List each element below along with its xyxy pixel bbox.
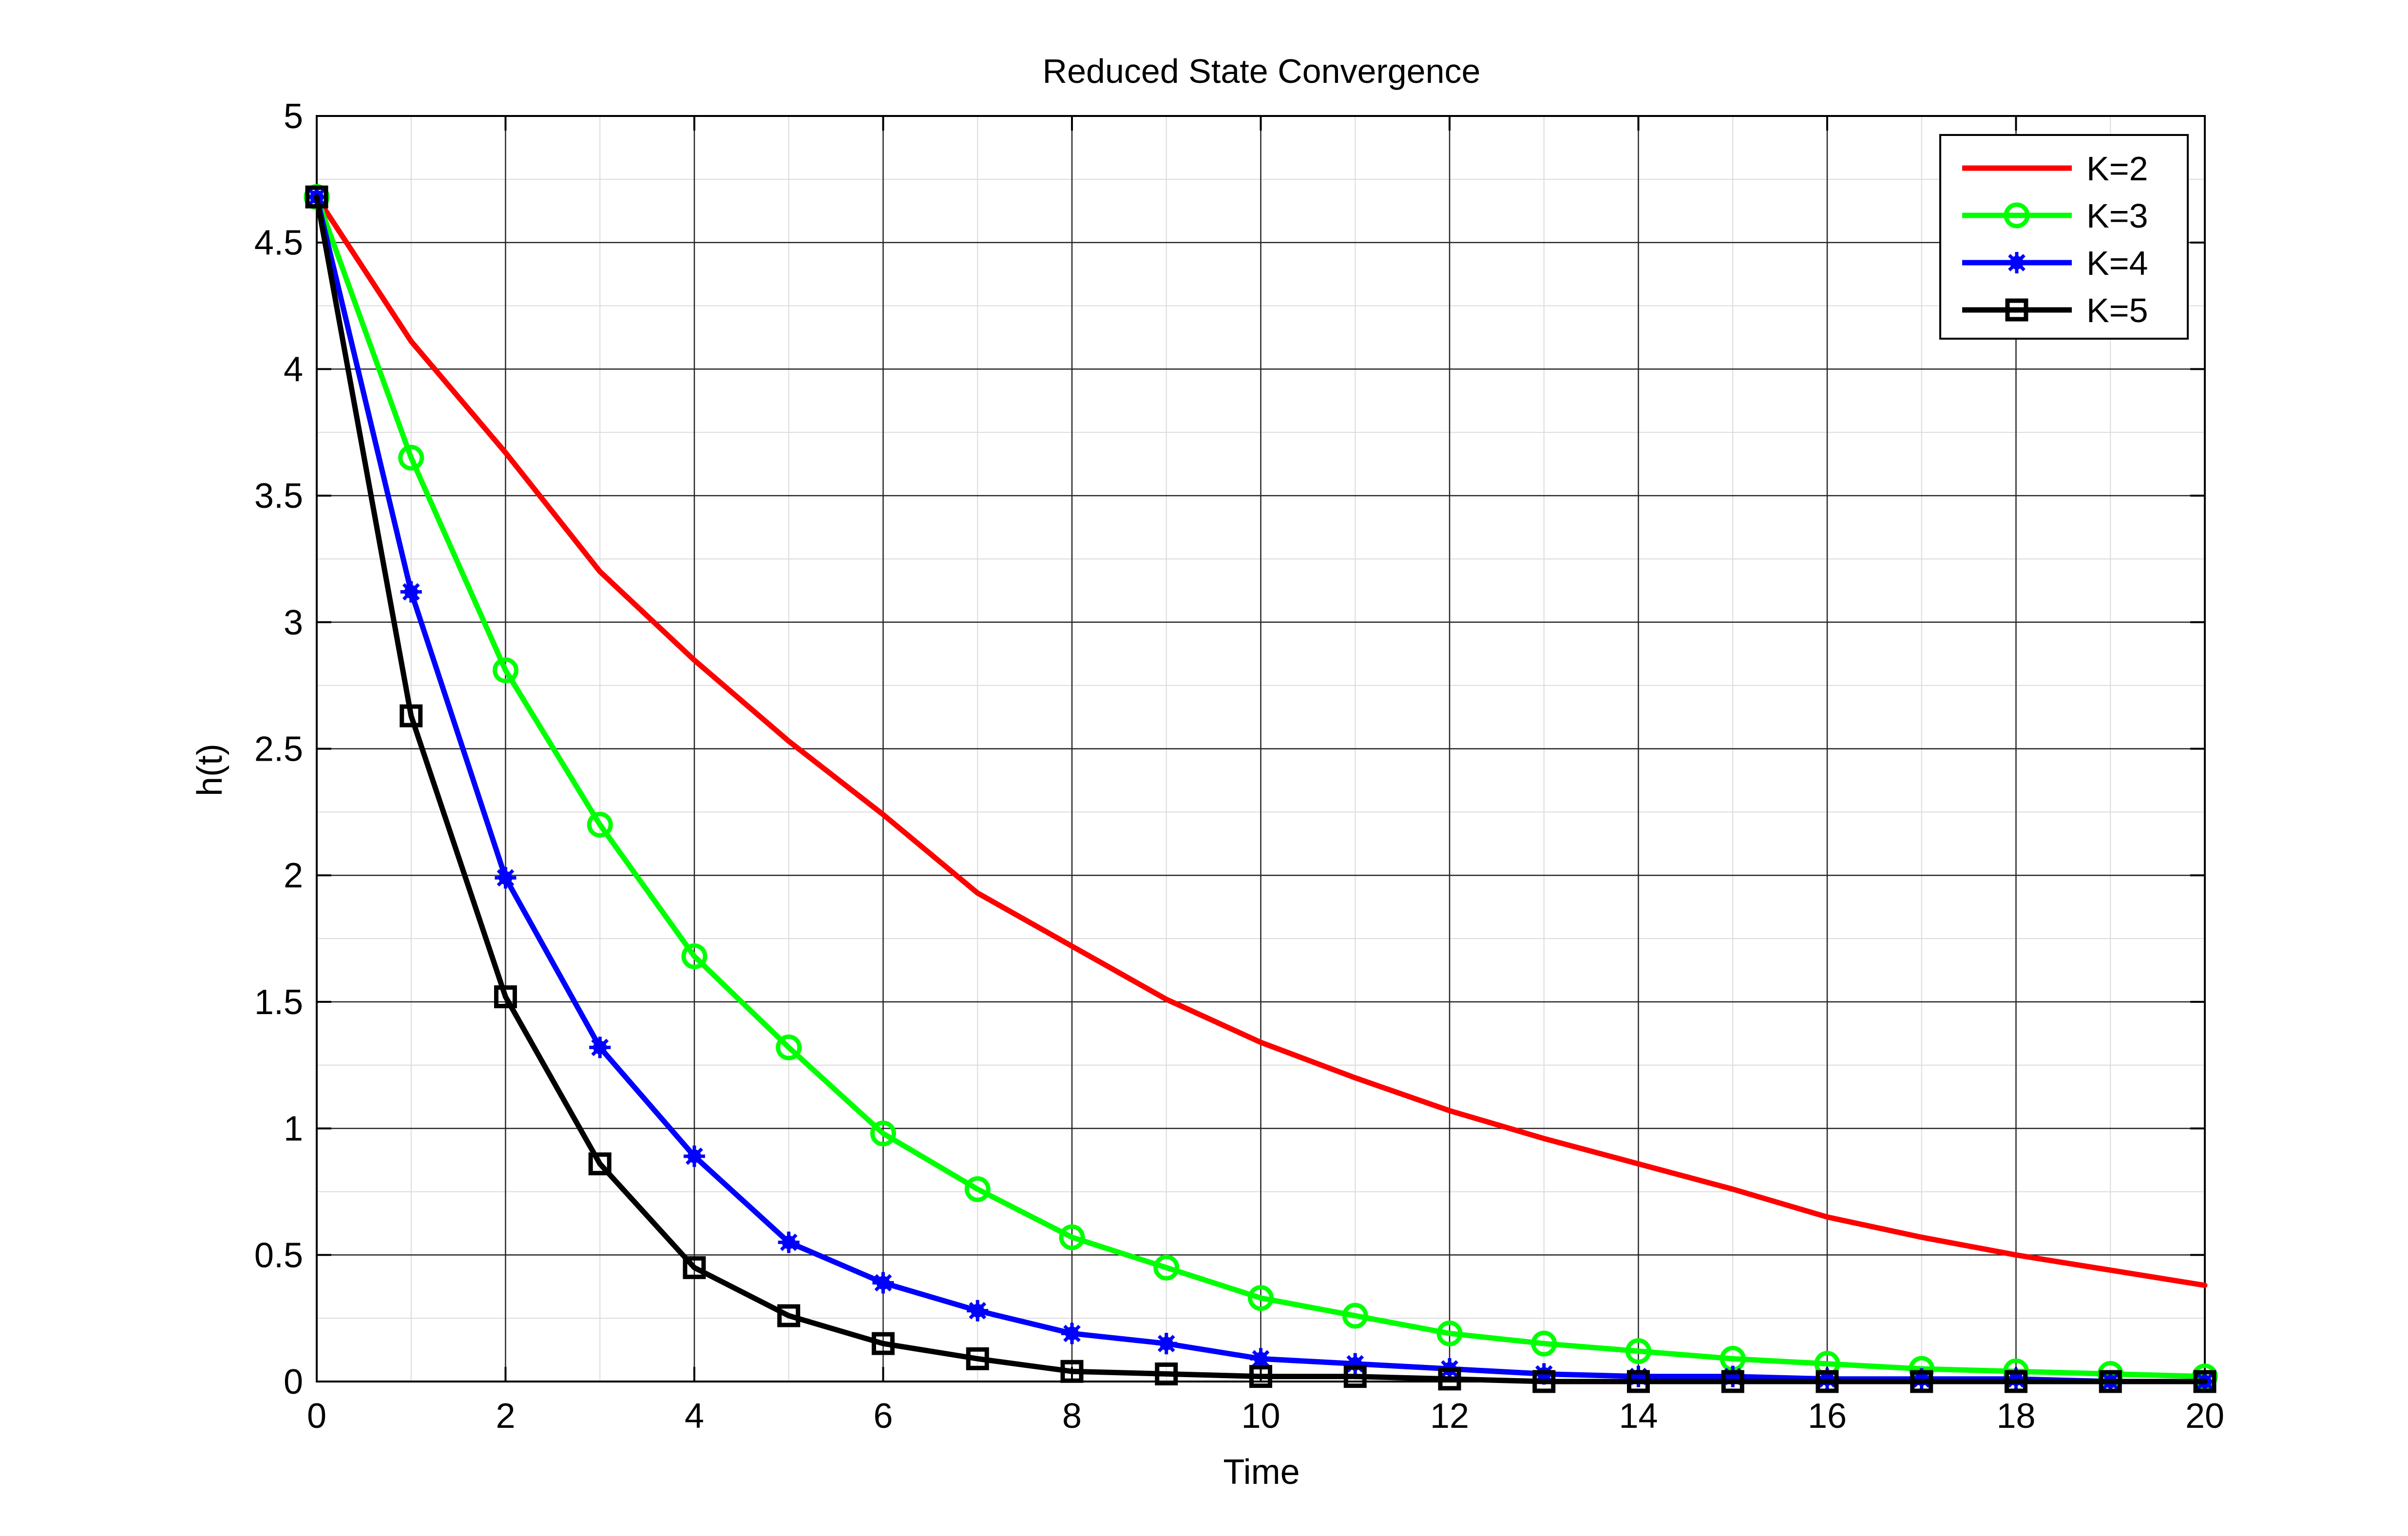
y-tick-labels: 0 0.5 1 1.5 2 2.5 3 3.5 4 4.5 5 [254, 97, 303, 1402]
data-point-k5 [400, 704, 423, 728]
chart-title: Reduced State Convergence [1043, 52, 1481, 90]
x-tick-labels: 0 2 4 6 8 10 12 14 16 18 20 [307, 1397, 2224, 1436]
legend-marker-k3 [2004, 202, 2030, 229]
data-point-k5 [966, 1347, 989, 1370]
data-point-k4 [1155, 1333, 1177, 1355]
legend-item-k5: K=5 [1962, 291, 2148, 329]
legend-marker-k4 [2006, 252, 2027, 273]
data-point-k4 [400, 581, 422, 603]
data-point-k3 [964, 1176, 991, 1202]
data-point-k5 [777, 1304, 801, 1327]
x-tick-label: 4 [685, 1397, 704, 1436]
x-tick-label: 16 [1808, 1397, 1847, 1436]
data-point-k3 [587, 811, 613, 838]
data-point-k5 [1155, 1362, 1178, 1385]
legend-item-k2: K=2 [1962, 150, 2148, 188]
data-point-k4 [1061, 1323, 1083, 1344]
series-line-k3 [314, 194, 2208, 1380]
y-tick-label: 4.5 [254, 224, 303, 263]
data-point-k4 [967, 1300, 989, 1322]
data-point-k4 [872, 1272, 894, 1294]
series-line-k5 [314, 194, 2208, 1384]
legend-item-k3: K=3 [1962, 197, 2148, 235]
legend-label-k5: K=5 [2086, 291, 2148, 329]
series-k5 [305, 185, 2217, 1393]
y-tick-label: 1 [284, 1110, 303, 1149]
series-k2 [314, 194, 2208, 1288]
x-tick-label: 10 [1241, 1397, 1280, 1436]
x-axis-label: Time [1223, 1453, 1300, 1492]
data-point-k4 [778, 1231, 800, 1253]
data-point-k5 [1816, 1370, 1839, 1393]
series-line-k2 [314, 194, 2208, 1288]
y-tick-label: 0 [284, 1363, 303, 1402]
y-tick-label: 0.5 [254, 1236, 303, 1275]
data-point-k5 [305, 185, 328, 209]
data-point-k5 [2005, 1370, 2027, 1393]
data-point-k5 [1532, 1370, 1556, 1393]
x-tick-label: 18 [1996, 1397, 2035, 1436]
x-tick-label: 8 [1062, 1397, 1082, 1436]
x-tick-label: 12 [1430, 1397, 1469, 1436]
data-point-k3 [1531, 1330, 1557, 1357]
data-point-k5 [494, 985, 517, 1009]
data-point-k3 [870, 1120, 896, 1147]
legend-marker-k5 [2005, 298, 2028, 322]
data-point-k3 [1153, 1254, 1180, 1281]
major-grid [317, 116, 2205, 1382]
x-tick-label: 0 [307, 1397, 326, 1436]
data-point-k5 [588, 1152, 612, 1175]
y-tick-label: 3 [284, 603, 303, 642]
data-point-k3 [493, 657, 518, 683]
data-point-k5 [1721, 1370, 1744, 1393]
y-axis-label: h(t) [191, 744, 229, 796]
data-point-k3 [1059, 1224, 1085, 1250]
data-point-k4 [1250, 1348, 1272, 1370]
data-point-k5 [1910, 1370, 1933, 1393]
legend: K=2 K=3 K=4 K=5 [1939, 134, 2189, 340]
data-point-k5 [683, 1256, 706, 1279]
data-point-k5 [1249, 1365, 1272, 1388]
data-point-k5 [2099, 1370, 2122, 1393]
data-point-k4 [684, 1145, 705, 1167]
y-tick-label: 4 [284, 350, 303, 389]
legend-label-k3: K=3 [2086, 197, 2148, 235]
data-point-k4 [495, 867, 516, 889]
data-point-k3 [1625, 1338, 1651, 1364]
data-point-k5 [1627, 1370, 1650, 1393]
y-tick-label: 3.5 [254, 477, 303, 516]
data-point-k4 [589, 1037, 611, 1058]
series-k3 [304, 184, 2218, 1390]
x-tick-label: 20 [2185, 1397, 2224, 1436]
legend-label-k4: K=4 [2086, 244, 2148, 282]
y-tick-label: 1.5 [254, 983, 303, 1022]
series-group [304, 184, 2218, 1393]
data-point-k3 [776, 1034, 802, 1060]
data-point-k5 [2193, 1370, 2217, 1393]
x-tick-label: 14 [1619, 1397, 1658, 1436]
legend-label-k2: K=2 [2086, 150, 2148, 188]
data-point-k3 [1436, 1320, 1463, 1346]
data-point-k5 [1343, 1365, 1367, 1388]
data-point-k3 [1248, 1285, 1274, 1311]
y-tick-label: 5 [284, 97, 303, 136]
y-tick-label: 2.5 [254, 730, 303, 769]
x-tick-label: 6 [873, 1397, 893, 1436]
data-point-k3 [1342, 1303, 1368, 1329]
data-point-k3 [681, 943, 707, 969]
y-tick-label: 2 [284, 856, 303, 895]
data-point-k5 [1060, 1360, 1084, 1383]
legend-item-k4: K=4 [1962, 244, 2148, 282]
data-point-k5 [872, 1332, 895, 1355]
data-point-k3 [398, 444, 424, 471]
data-point-k5 [1438, 1367, 1461, 1391]
x-tick-label: 2 [496, 1397, 515, 1436]
